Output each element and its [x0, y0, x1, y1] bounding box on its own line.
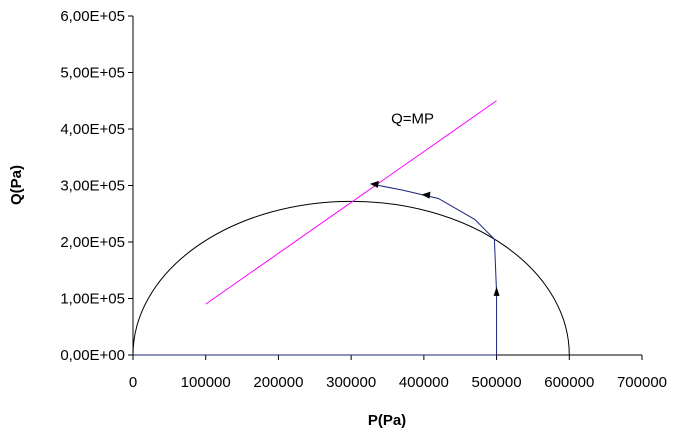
- y-tick-label: 3,00E+05: [60, 178, 125, 195]
- y-axis-title: Q(Pa): [8, 165, 25, 205]
- series: [132, 100, 570, 356]
- x-axis-title: P(Pa): [368, 412, 406, 429]
- path-arrow: [493, 286, 500, 296]
- path-arrow: [421, 191, 431, 199]
- x-tick-label: 700000: [617, 374, 667, 391]
- x-tick-label: 100000: [181, 374, 231, 391]
- x-tick-label: 400000: [399, 374, 449, 391]
- y-tick-label: 0,00E+00: [60, 347, 125, 364]
- y-tick-label: 1,00E+05: [60, 291, 125, 308]
- x-tick-label: 300000: [326, 374, 376, 391]
- y-tick-label: 2,00E+05: [60, 234, 125, 251]
- y-tick-label: 4,00E+05: [60, 121, 125, 138]
- y-tick-label: 5,00E+05: [60, 65, 125, 82]
- path-arrow: [369, 180, 379, 188]
- annotation-label: Q=MP: [391, 110, 434, 127]
- critical-state-line-line: [205, 100, 497, 305]
- stress-path-line: [133, 184, 498, 356]
- y-tick-label: 6,00E+05: [60, 8, 125, 25]
- x-tick-label: 200000: [253, 374, 303, 391]
- x-tick-label: 500000: [472, 374, 522, 391]
- x-tick-label: 0: [129, 374, 137, 391]
- x-tick-label: 600000: [544, 374, 594, 391]
- yield-ellipse: [132, 200, 570, 356]
- axes: [132, 16, 642, 356]
- ticks: 0 100000 200000 300000 400000 500000 600000 700…: [60, 8, 667, 391]
